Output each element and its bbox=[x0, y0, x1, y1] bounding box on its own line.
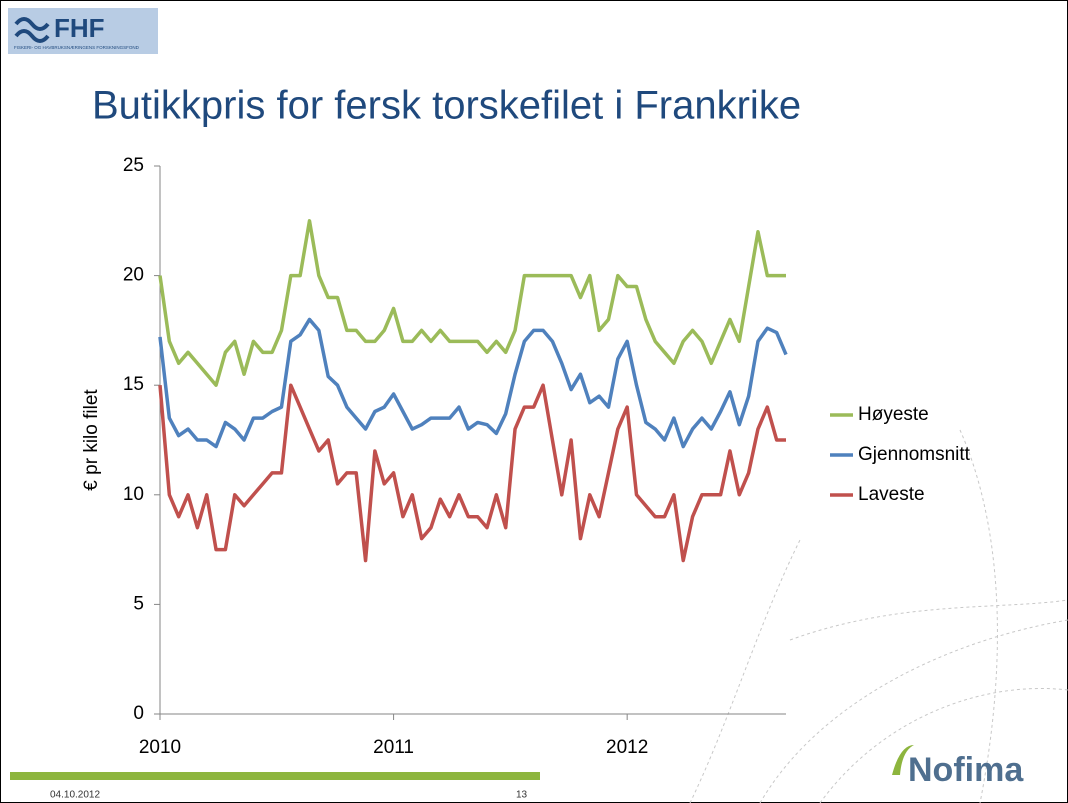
x-tick-label: 2011 bbox=[373, 737, 414, 758]
legend-label: Gjennomsnitt bbox=[858, 444, 971, 465]
y-tick-label: 25 bbox=[123, 155, 144, 176]
data-line bbox=[158, 219, 786, 387]
x-tick-label: 2012 bbox=[606, 737, 648, 758]
y-axis-label: € pr kilo filet bbox=[81, 389, 102, 491]
footer-page: 13 bbox=[516, 790, 528, 801]
brand-text: Nofima bbox=[908, 751, 1024, 789]
footer-bar bbox=[10, 772, 540, 780]
logo-icon bbox=[14, 17, 50, 43]
decoration bbox=[689, 429, 1068, 803]
footer-date: 04.10.2012 bbox=[50, 790, 100, 801]
logo-box bbox=[8, 8, 158, 54]
y-tick-label: 0 bbox=[133, 703, 144, 724]
data-line bbox=[158, 317, 788, 449]
chart-title: Butikkpris for fersk torskefilet i Frank… bbox=[92, 84, 801, 128]
y-tick-label: 15 bbox=[123, 374, 144, 395]
legend-label: Høyeste bbox=[858, 404, 929, 425]
y-tick-label: 5 bbox=[133, 593, 144, 614]
brand-icon bbox=[892, 745, 914, 775]
y-tick-label: 20 bbox=[123, 265, 144, 286]
data-line bbox=[158, 383, 786, 563]
x-tick-label: 2010 bbox=[139, 737, 181, 758]
y-tick-label: 10 bbox=[123, 484, 144, 505]
legend-label: Laveste bbox=[858, 484, 925, 505]
logo-subtitle: FISKERI- OG HAVBRUKSNÆRINGENS FORSKNINGS… bbox=[14, 45, 140, 50]
logo-text: FHF bbox=[54, 13, 105, 43]
